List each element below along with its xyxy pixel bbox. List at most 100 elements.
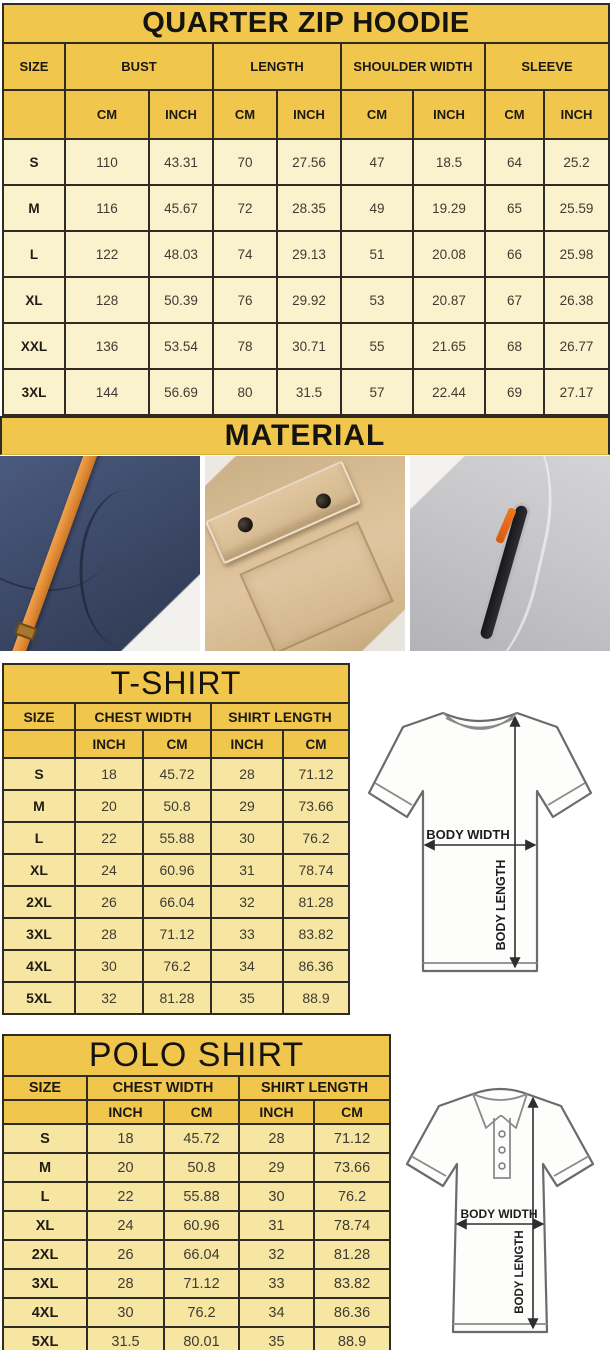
material-photos	[0, 456, 610, 651]
size-row-5xl: 5XL 31.5 80.01 35 88.9	[2, 1326, 392, 1350]
orange-drawcord	[7, 456, 101, 651]
size-label: 5XL	[2, 981, 76, 1015]
measurement-value: 136	[64, 322, 150, 370]
unit-header: CM	[340, 89, 414, 140]
measurement-value: 67	[484, 276, 545, 324]
measurement-value: 60.96	[163, 1210, 240, 1241]
shirt-length-header: SHIRT LENGTH	[209, 702, 351, 731]
size-row-s: S 18 45.72 28 71.12	[2, 757, 351, 791]
measurement-value: 80	[212, 368, 278, 416]
hoodie-size-table: QUARTER ZIP HOODIE SIZE BUST LENGTH SHOU…	[1, 3, 610, 416]
size-header: SIZE	[2, 702, 76, 731]
measurement-value: 83.82	[281, 917, 351, 951]
measurement-value: 71.12	[281, 757, 351, 791]
measurement-value: 31	[238, 1210, 315, 1241]
measurement-value: 122	[64, 230, 150, 278]
measurement-value: 29.13	[276, 230, 342, 278]
measurement-value: 18	[86, 1123, 165, 1154]
measurement-value: 66.04	[163, 1239, 240, 1270]
measurement-value: 50.8	[163, 1152, 240, 1183]
measurement-value: 71.12	[142, 917, 212, 951]
measurement-value: 25.59	[542, 184, 610, 232]
size-label: XXL	[2, 322, 66, 370]
unit-header: CM	[484, 89, 545, 140]
measurement-value: 76.2	[163, 1297, 240, 1328]
size-row-2xl: 2XL 26 66.04 32 81.28	[2, 885, 351, 919]
material-photo-navy-drawcord	[0, 456, 200, 651]
size-row-s: S 110 43.31 70 27.56 47 18.5 64 25.2	[2, 138, 610, 186]
measurement-value: 74	[212, 230, 278, 278]
empty-cell	[2, 89, 66, 140]
size-label: L	[2, 821, 76, 855]
measurement-value: 34	[210, 949, 284, 983]
body-length-label: BODY LENGTH	[494, 860, 508, 951]
measurement-value: 71.12	[163, 1268, 240, 1299]
size-row-l: L 122 48.03 74 29.13 51 20.08 66 25.98	[2, 230, 610, 278]
zipper-detail	[479, 504, 529, 641]
measurement-value: 144	[64, 368, 150, 416]
material-heading: MATERIAL	[0, 416, 610, 455]
measurement-value: 30	[210, 821, 284, 855]
measurement-value: 31	[210, 853, 284, 887]
measurement-value: 51	[340, 230, 414, 278]
measurement-value: 76.2	[312, 1181, 392, 1212]
polo-title: POLO SHIRT	[1, 1034, 392, 1077]
measurement-value: 32	[74, 981, 144, 1015]
hoodie-group-header-row: SIZE BUST LENGTH SHOULDER WIDTH SLEEVE	[2, 42, 610, 91]
measurement-value: 20	[86, 1152, 165, 1183]
body-width-label: BODY WIDTH	[460, 1207, 537, 1221]
size-row-m: M 20 50.8 29 73.66	[2, 1152, 392, 1183]
measurement-value: 88.9	[281, 981, 351, 1015]
measurement-value: 45.72	[142, 757, 212, 791]
measurement-value: 30	[238, 1181, 315, 1212]
measurement-value: 25.2	[542, 138, 610, 186]
measurement-value: 55	[340, 322, 414, 370]
measurement-value: 18.5	[412, 138, 486, 186]
hoodie-units-row: CM INCH CM INCH CM INCH CM INCH	[2, 89, 610, 140]
measurement-value: 73.66	[312, 1152, 392, 1183]
body-width-label: BODY WIDTH	[426, 827, 510, 842]
measurement-value: 110	[64, 138, 150, 186]
tshirt-outline	[367, 711, 593, 973]
measurement-value: 20.87	[412, 276, 486, 324]
size-row-xl: XL 128 50.39 76 29.92 53 20.87 67 26.38	[2, 276, 610, 324]
measurement-value: 128	[64, 276, 150, 324]
tshirt-title-row: T-SHIRT	[1, 663, 351, 704]
length-header: LENGTH	[212, 42, 342, 91]
measurement-value: 26.38	[542, 276, 610, 324]
measurement-value: 22	[86, 1181, 165, 1212]
chest-width-header: CHEST WIDTH	[74, 702, 212, 731]
measurement-value: 70	[212, 138, 278, 186]
zipper-pull	[495, 506, 517, 545]
body-length-label: BODY LENGTH	[514, 1230, 526, 1314]
unit-header: INCH	[412, 89, 486, 140]
measurement-value: 32	[210, 885, 284, 919]
polo-outline	[405, 1087, 594, 1334]
polo-placket	[410, 1118, 589, 1325]
measurement-value: 22	[74, 821, 144, 855]
size-label: 4XL	[2, 949, 76, 983]
size-row-m: M 116 45.67 72 28.35 49 19.29 65 25.59	[2, 184, 610, 232]
measurement-value: 64	[484, 138, 545, 186]
size-label: L	[2, 1181, 88, 1212]
hoodie-title: QUARTER ZIP HOODIE	[1, 3, 610, 44]
unit-header: INCH	[238, 1099, 315, 1125]
measurement-value: 116	[64, 184, 150, 232]
polo-diagram: BODY WIDTH BODY LENGTH	[405, 1087, 594, 1334]
material-photo-khaki-pocket	[205, 456, 405, 651]
size-header: SIZE	[2, 1075, 88, 1101]
shirt-length-header: SHIRT LENGTH	[237, 1075, 392, 1101]
measurement-value: 19.29	[412, 184, 486, 232]
measurement-value: 76	[212, 276, 278, 324]
chest-width-header: CHEST WIDTH	[86, 1075, 240, 1101]
unit-header: CM	[163, 1099, 240, 1125]
hoodie-title-row: QUARTER ZIP HOODIE	[1, 3, 610, 44]
measurement-value: 88.9	[312, 1326, 392, 1350]
measurement-value: 21.65	[412, 322, 486, 370]
measurement-value: 81.28	[312, 1239, 392, 1270]
size-label: XL	[2, 853, 76, 887]
polo-data-rows: S 18 45.72 28 71.12 M 20 50.8 29 73.66 L 22 55.88 30 7…	[2, 1123, 392, 1350]
measurement-value: 47	[340, 138, 414, 186]
measurement-value: 28	[238, 1123, 315, 1154]
tshirt-data-rows: S 18 45.72 28 71.12 M 20 50.8 29 73.66 L 22 55.88 30 7…	[2, 757, 351, 1015]
